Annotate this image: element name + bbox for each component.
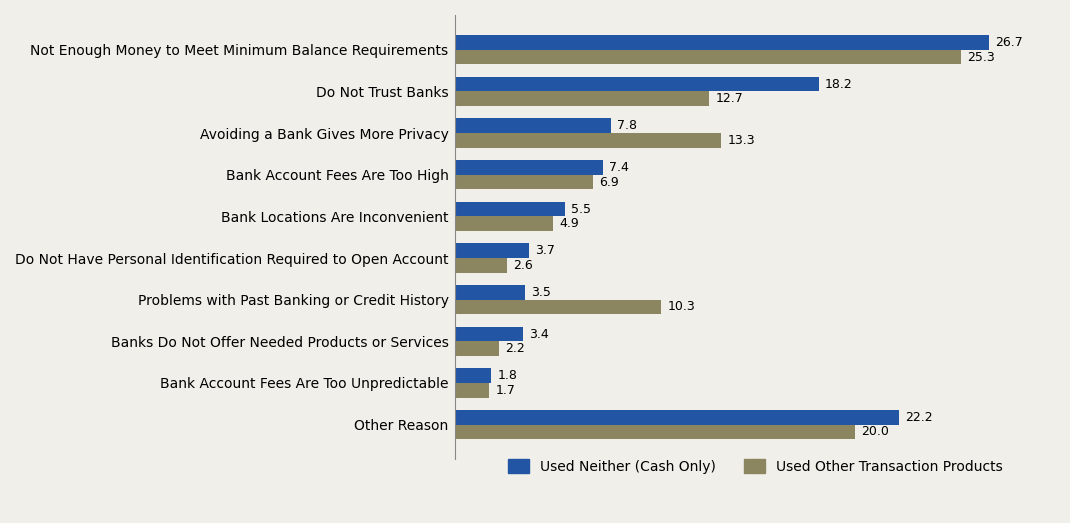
Bar	[456, 342, 500, 356]
Bar	[456, 258, 507, 272]
Bar	[456, 410, 899, 425]
Bar	[456, 77, 820, 92]
Bar	[456, 119, 611, 133]
Text: 3.5: 3.5	[532, 286, 551, 299]
Text: 26.7: 26.7	[995, 36, 1023, 49]
Bar	[456, 383, 489, 397]
Bar	[456, 92, 709, 106]
Bar	[456, 160, 603, 175]
Bar	[456, 285, 525, 300]
Text: 1.8: 1.8	[498, 369, 517, 382]
Bar	[456, 217, 553, 231]
Bar	[456, 50, 961, 64]
Text: 22.2: 22.2	[905, 411, 933, 424]
Bar	[456, 133, 721, 147]
Bar	[456, 35, 989, 50]
Text: 12.7: 12.7	[715, 92, 743, 105]
Text: 20.0: 20.0	[861, 425, 889, 438]
Text: 6.9: 6.9	[599, 176, 620, 188]
Text: 3.4: 3.4	[530, 327, 549, 340]
Text: 2.2: 2.2	[505, 342, 525, 355]
Text: 7.4: 7.4	[609, 161, 629, 174]
Bar	[456, 202, 565, 217]
Text: 18.2: 18.2	[825, 77, 853, 90]
Bar	[456, 300, 661, 314]
Bar	[456, 368, 491, 383]
Bar	[456, 175, 594, 189]
Bar	[456, 327, 523, 342]
Legend: Used Neither (Cash Only), Used Other Transaction Products: Used Neither (Cash Only), Used Other Tra…	[503, 453, 1008, 479]
Bar	[456, 425, 855, 439]
Text: 5.5: 5.5	[571, 202, 592, 215]
Text: 3.7: 3.7	[535, 244, 555, 257]
Bar	[456, 243, 530, 258]
Text: 10.3: 10.3	[668, 301, 696, 313]
Text: 7.8: 7.8	[617, 119, 638, 132]
Text: 1.7: 1.7	[495, 384, 516, 397]
Text: 25.3: 25.3	[967, 51, 995, 64]
Text: 13.3: 13.3	[728, 134, 754, 147]
Text: 4.9: 4.9	[560, 217, 579, 230]
Text: 2.6: 2.6	[514, 259, 533, 272]
